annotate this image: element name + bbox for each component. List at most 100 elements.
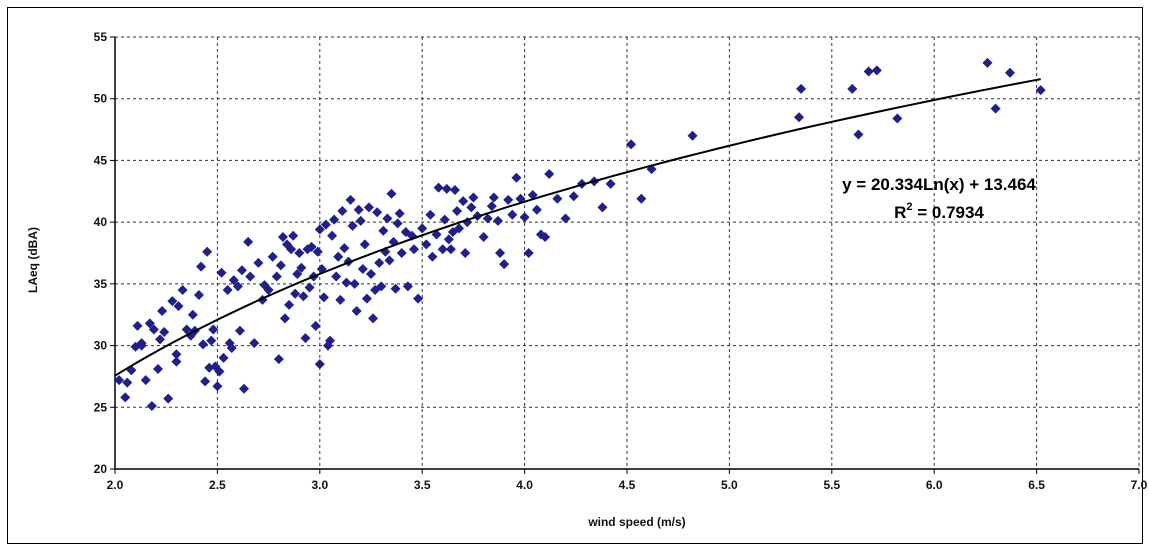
x-tick-label: 2.0: [107, 478, 124, 492]
y-tick-label: 40: [94, 215, 108, 229]
data-point: [361, 293, 372, 304]
data-point: [200, 376, 211, 387]
y-tick-labels: 20 25 30 35 40 45 50 55: [94, 30, 108, 476]
data-point: [552, 193, 563, 204]
data-point: [515, 193, 526, 204]
data-point: [357, 264, 368, 275]
data-point: [171, 356, 182, 367]
data-point: [425, 209, 436, 220]
data-point: [687, 130, 698, 141]
data-point: [325, 335, 336, 346]
data-point: [206, 335, 217, 346]
y-tick-label: 55: [94, 30, 108, 44]
x-tick-label: 6.5: [1028, 478, 1045, 492]
data-point: [568, 191, 579, 202]
y-tick-label: 30: [94, 339, 108, 353]
data-point: [439, 214, 450, 225]
data-point: [333, 251, 344, 262]
data-point: [120, 392, 131, 403]
data-point: [796, 83, 807, 94]
data-point: [132, 320, 143, 331]
x-tick-label: 5.5: [823, 478, 840, 492]
data-point: [636, 193, 647, 204]
data-point: [337, 206, 348, 217]
data-point: [327, 230, 338, 241]
data-point: [507, 209, 518, 220]
data-point: [511, 172, 522, 183]
data-point: [122, 377, 133, 388]
data-point: [236, 265, 247, 276]
data-point: [275, 260, 286, 271]
data-point: [329, 214, 340, 225]
data-point: [384, 255, 395, 266]
data-point: [331, 271, 342, 282]
data-point: [1004, 67, 1015, 78]
data-point: [214, 366, 225, 377]
data-point: [982, 57, 993, 68]
data-point: [218, 352, 229, 363]
r-squared-label: R2 = 0.7934: [894, 201, 984, 222]
x-tick-label: 3.5: [414, 478, 431, 492]
data-point: [417, 223, 428, 234]
data-point: [304, 282, 315, 293]
data-point: [167, 296, 178, 307]
data-point: [382, 213, 393, 224]
data-point: [390, 283, 401, 294]
data-point: [318, 292, 329, 303]
data-point: [314, 224, 325, 235]
data-point: [234, 325, 245, 336]
data-point: [794, 112, 805, 123]
data-point: [239, 383, 250, 394]
data-point: [374, 257, 385, 268]
data-point: [495, 248, 506, 258]
data-point: [271, 271, 282, 282]
data-point: [486, 201, 497, 212]
data-point: [232, 281, 243, 292]
data-point: [222, 285, 233, 296]
data-points: [114, 57, 1046, 412]
data-point: [243, 236, 254, 247]
data-point: [359, 239, 370, 250]
data-point: [279, 313, 290, 324]
r-squared-exponent: 2: [906, 201, 912, 213]
x-axis-title: wind speed (m/s): [587, 515, 685, 529]
data-point: [863, 66, 874, 77]
data-point: [605, 178, 616, 189]
data-point: [355, 215, 366, 226]
data-point: [292, 268, 303, 279]
data-point: [216, 267, 227, 278]
data-point: [290, 288, 301, 299]
data-point: [626, 139, 637, 150]
y-tick-label: 35: [94, 277, 108, 291]
data-point: [296, 262, 307, 273]
data-point: [376, 281, 387, 292]
data-point: [990, 103, 1001, 114]
data-point: [454, 223, 465, 234]
data-point: [458, 196, 469, 207]
data-point: [286, 244, 297, 255]
data-point: [314, 359, 325, 370]
data-point: [540, 231, 551, 242]
data-point: [531, 204, 542, 215]
data-point: [163, 393, 174, 404]
data-point: [153, 364, 164, 375]
data-point: [114, 375, 125, 386]
y-tick-label: 25: [94, 400, 108, 414]
data-point: [310, 320, 321, 331]
data-point: [488, 192, 499, 203]
data-point: [284, 299, 295, 310]
data-point: [320, 219, 331, 230]
data-point: [366, 268, 376, 279]
data-point: [392, 218, 403, 229]
x-tick-label: 6.0: [926, 478, 943, 492]
y-tick-label: 50: [94, 92, 108, 106]
data-point: [386, 188, 397, 199]
data-point: [294, 248, 305, 258]
data-point: [312, 246, 323, 257]
data-point: [187, 309, 198, 320]
data-point: [452, 206, 463, 217]
data-point: [249, 338, 260, 349]
data-point: [892, 113, 903, 124]
data-point: [478, 231, 489, 242]
data-point: [267, 251, 278, 262]
